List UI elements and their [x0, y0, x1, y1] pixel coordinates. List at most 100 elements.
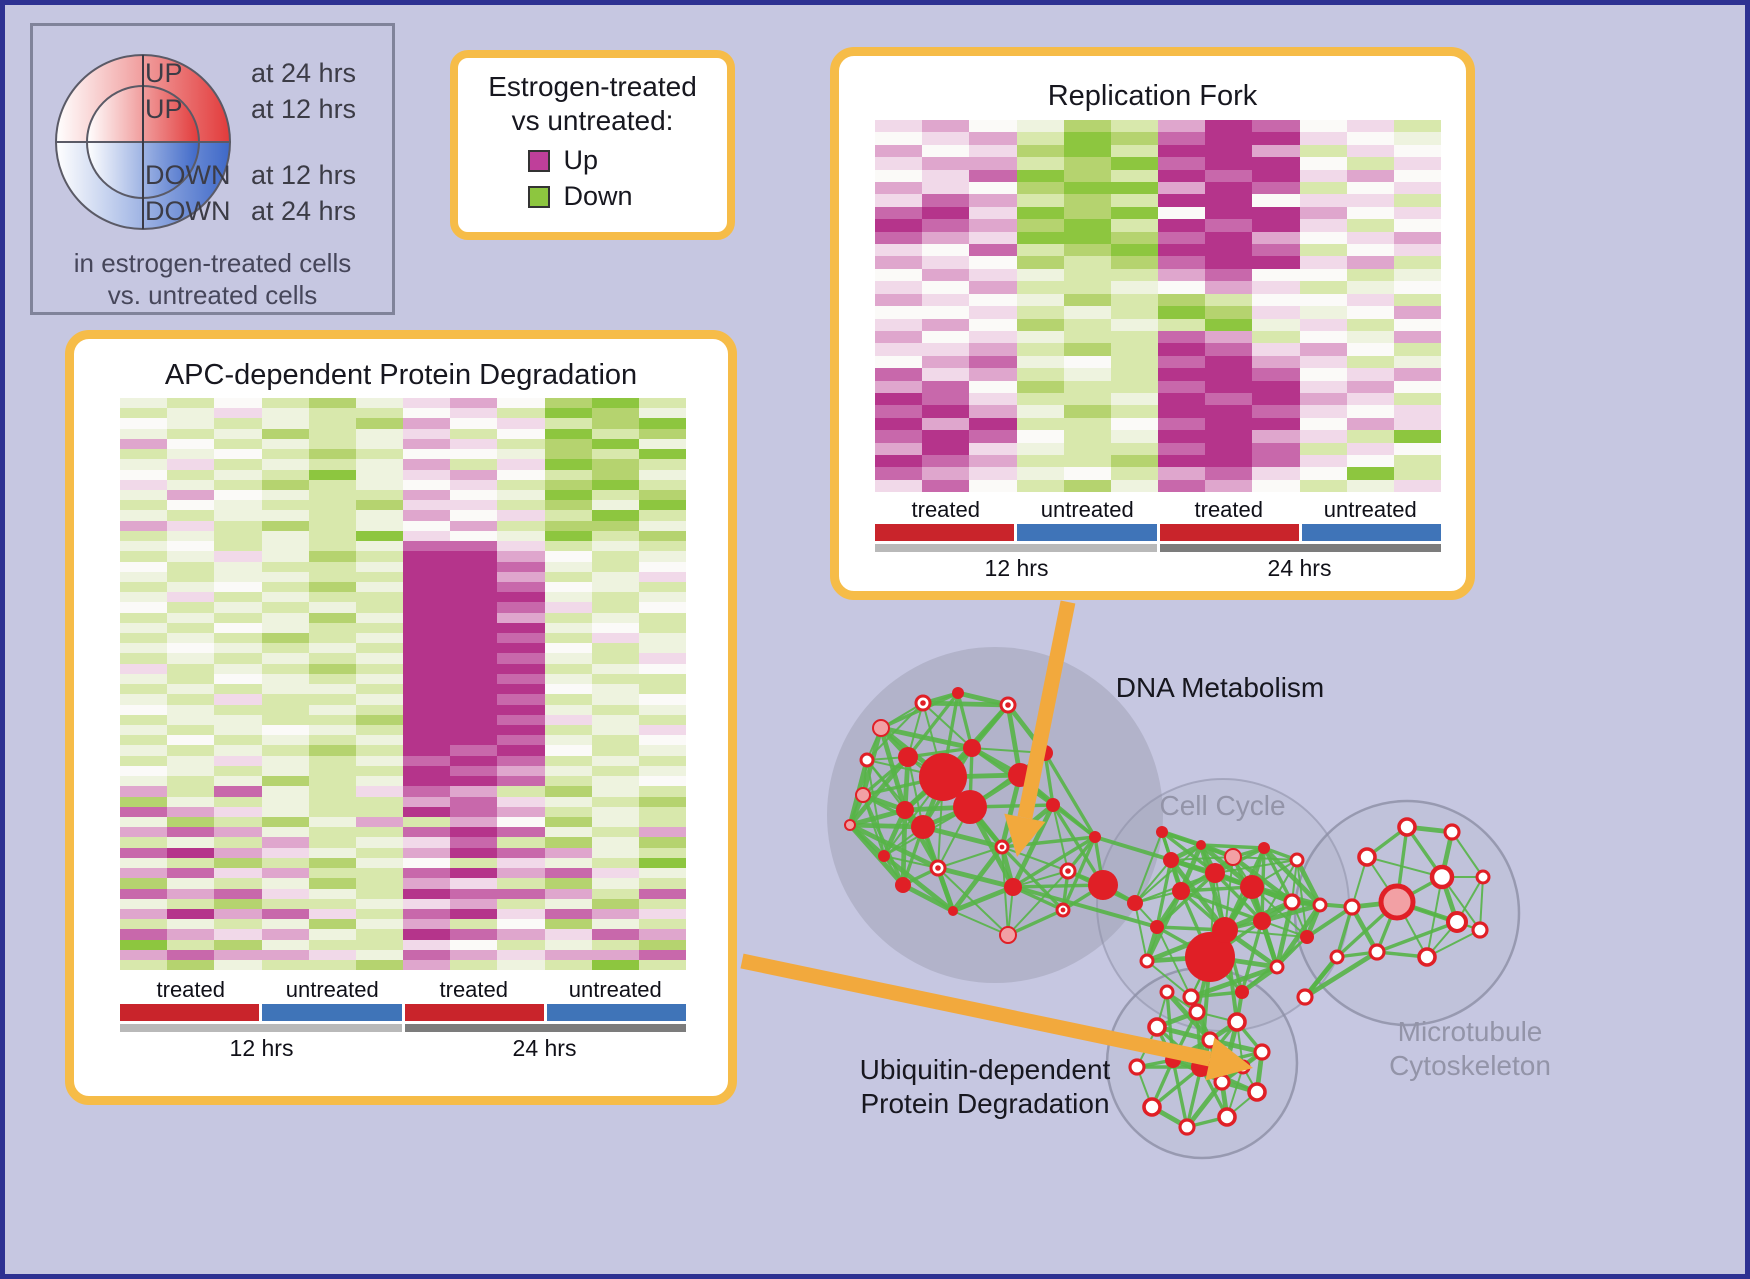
replication-fork-group-labels: treated untreated treated untreated [875, 497, 1441, 523]
heatmap-cell [355, 551, 404, 562]
gene-node [919, 753, 967, 801]
heatmap-cell [120, 908, 168, 920]
heatmap-row [875, 206, 1442, 220]
heatmap-cell [638, 530, 687, 542]
heatmap-cell [355, 765, 404, 777]
heatmap-cell [544, 847, 592, 858]
heatmap-cell [355, 592, 404, 603]
heatmap-cell [355, 725, 404, 736]
heatmap-cell [355, 459, 404, 470]
heatmap-cell [875, 368, 923, 381]
heatmap-cell [120, 796, 168, 807]
heatmap-row [120, 806, 687, 817]
heatmap-cell [1393, 417, 1442, 431]
heatmap-cell [1016, 120, 1064, 133]
heatmap-cell [1346, 380, 1394, 393]
heatmap-cell [875, 231, 923, 245]
heatmap-cell [591, 530, 639, 542]
gene-node [999, 696, 1017, 714]
heatmap-cell [1016, 330, 1064, 344]
heatmap-cell [450, 745, 498, 756]
gene-node [855, 787, 871, 803]
heatmap-cell [544, 939, 592, 950]
gene-node [1185, 932, 1235, 982]
heatmap-cell [497, 949, 545, 961]
heatmap-cell [497, 745, 545, 756]
heatmap-cell [497, 571, 545, 582]
heatmap-cell [167, 796, 215, 807]
heatmap-cell [1016, 306, 1064, 319]
heatmap-cell [875, 454, 923, 468]
heatmap-cell [450, 449, 498, 460]
heatmap-cell [403, 592, 451, 603]
heatmap-cell [261, 673, 309, 685]
heatmap-cell [1393, 144, 1442, 158]
heatmap-cell [308, 622, 356, 634]
heatmap-cell [591, 408, 639, 419]
heatmap-cell [450, 704, 498, 715]
heatmap-cell [308, 520, 356, 531]
heatmap-cell [922, 256, 970, 269]
heatmap-cell [1063, 293, 1111, 307]
heatmap-cell [167, 725, 215, 736]
heatmap-cell [308, 633, 356, 644]
heatmap-cell [355, 776, 404, 787]
heatmap-cell [497, 418, 545, 429]
gene-node [994, 839, 1010, 855]
heatmap-cell [1158, 120, 1206, 133]
heatmap-cell [355, 633, 404, 644]
heatmap-cell [261, 500, 309, 511]
heatmap-row [120, 459, 687, 470]
heatmap-cell [875, 355, 923, 369]
gene-node [1213, 1073, 1231, 1091]
heatmap-cell [1205, 479, 1253, 493]
heatmap-cell [1016, 281, 1064, 294]
heatmap-row [120, 398, 687, 409]
heatmap-cell [355, 561, 404, 572]
heatmap-cell [1110, 268, 1159, 282]
heatmap-cell [308, 796, 356, 807]
heatmap-cell [167, 929, 215, 940]
gene-node [1046, 798, 1060, 812]
apc-group-labels: treated untreated treated untreated [120, 977, 686, 1003]
heatmap-cell [355, 704, 404, 715]
heatmap-cell [167, 735, 215, 746]
heatmap-cell [1393, 157, 1442, 170]
heatmap-cell [1158, 194, 1206, 207]
heatmap-cell [261, 541, 309, 552]
heatmap-cell [497, 663, 545, 674]
heatmap-cell [1063, 206, 1111, 220]
heatmap-cell [214, 622, 262, 634]
heatmap-cell [450, 418, 498, 429]
treatment-bar [1301, 524, 1441, 541]
heatmap-cell [969, 318, 1017, 331]
heatmap-cell [261, 878, 309, 889]
heatmap-cell [875, 281, 923, 294]
heatmap-cell [1299, 306, 1347, 319]
heatmap-cell [167, 888, 215, 899]
heatmap-cell [1205, 330, 1253, 344]
heatmap-cell [167, 622, 215, 634]
heatmap-cell [1205, 157, 1253, 170]
gene-node [1089, 831, 1101, 843]
heatmap-cell [120, 653, 168, 664]
heatmap-cell [1063, 182, 1111, 195]
heatmap-row [120, 438, 687, 450]
heatmap-cell [497, 581, 545, 593]
heatmap-cell [450, 847, 498, 858]
heatmap-cell [1063, 355, 1111, 369]
label-microtubule-line2: Cytoskeleton [1389, 1050, 1551, 1081]
heatmap-cell [1299, 454, 1347, 468]
heatmap-cell [591, 500, 639, 511]
heatmap-cell [355, 673, 404, 685]
heatmap-cell [922, 206, 970, 220]
heatmap-cell [214, 960, 262, 971]
heatmap-cell [1158, 368, 1206, 381]
apc-time-bars [120, 1024, 686, 1032]
heatmap-cell [1299, 380, 1347, 393]
heatmap-cell [591, 520, 639, 531]
heatmap-cell [497, 479, 545, 490]
heatmap-cell [214, 704, 262, 715]
heatmap-cell [1158, 430, 1206, 443]
heatmap-cell [1205, 219, 1253, 232]
